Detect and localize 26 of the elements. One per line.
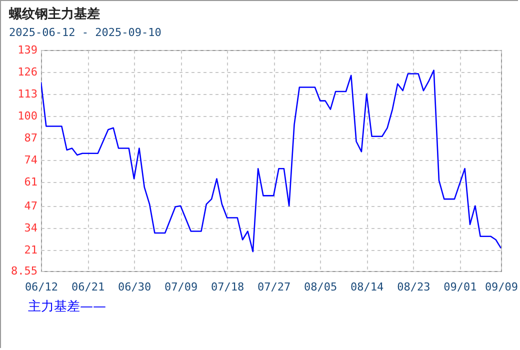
y-tick-label: 139 (18, 44, 38, 56)
chart-subtitle: 2025-06-12 - 2025-09-10 (9, 26, 162, 39)
x-tick-label: 06/12 (24, 280, 58, 294)
x-tick-label: 09/09 (484, 280, 518, 294)
y-tick-label: 21 (24, 243, 38, 256)
x-tick-label: 07/18 (211, 280, 244, 294)
x-tick-label: 08/23 (397, 280, 430, 294)
x-tick-label: 07/09 (164, 280, 198, 294)
y-tick-label: 61 (24, 176, 38, 189)
y-tick-label: 34 (24, 221, 38, 234)
x-tick-label: 06/30 (118, 280, 152, 294)
y-tick-label: 126 (18, 66, 38, 79)
y-tick-label: 113 (18, 88, 38, 101)
y-tick-label: 74 (24, 154, 38, 167)
chart-title: 螺纹钢主力基差 (8, 6, 100, 22)
x-tick-label: 08/14 (350, 280, 384, 294)
x-tick-label: 09/01 (444, 280, 477, 294)
y-tick-label: 8.55 (11, 264, 38, 278)
x-tick-label: 07/27 (258, 280, 291, 294)
x-tick-label: 08/05 (304, 280, 338, 294)
line-series (41, 70, 501, 252)
text: 主力基差—— (28, 298, 106, 314)
y-tick-label: 87 (24, 132, 38, 145)
x-tick-label: 06/21 (71, 280, 105, 294)
y-tick-label: 100 (18, 110, 38, 123)
y-tick-label: 47 (24, 199, 38, 212)
